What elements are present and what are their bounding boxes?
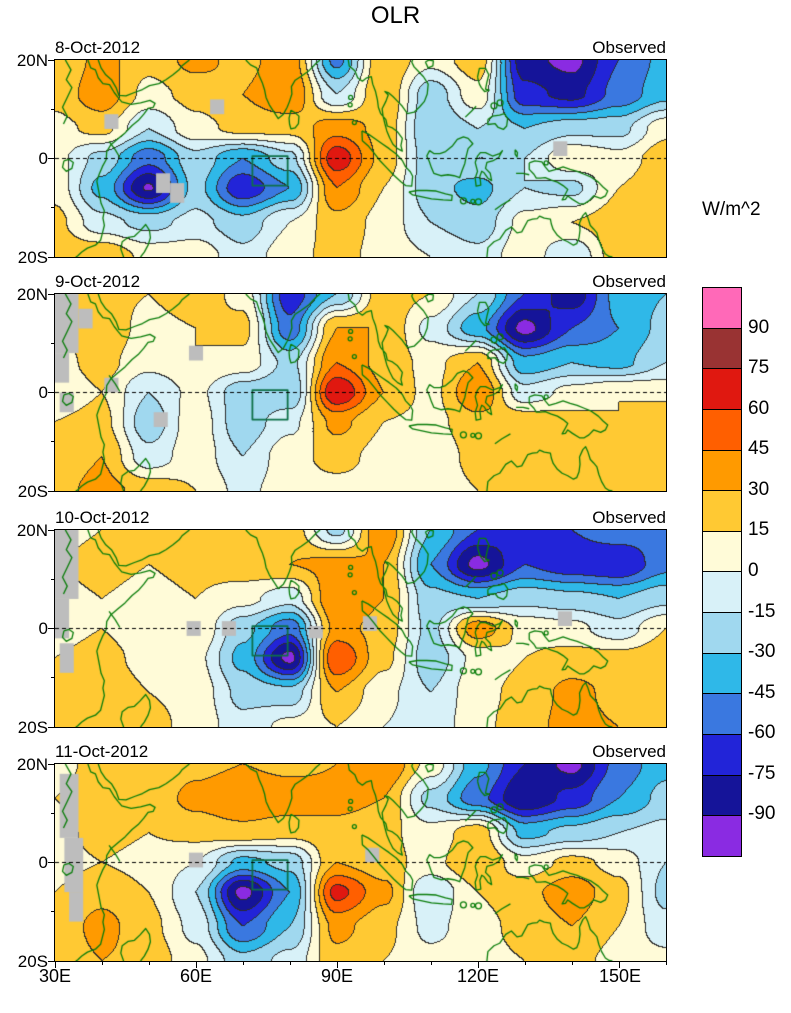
- x-axis-tick-label: 90E: [320, 966, 354, 986]
- colorbar-units-label: W/m^2: [702, 199, 761, 220]
- y-axis-tick-label: 20N: [16, 51, 48, 70]
- colorbar-tick-label: 75: [748, 357, 770, 379]
- axis-tick: [51, 578, 55, 580]
- panel-map-canvas: [54, 59, 667, 258]
- axis-tick: [524, 961, 526, 965]
- axis-tick: [48, 862, 55, 863]
- colorbar-tick-label: -30: [748, 641, 776, 663]
- axis-tick: [51, 108, 55, 110]
- axis-tick: [51, 812, 55, 814]
- x-axis-tick-label: 150E: [598, 966, 642, 986]
- colorbar-tick-label: 15: [748, 519, 770, 541]
- axis-tick: [383, 961, 385, 965]
- axis-tick: [54, 961, 56, 968]
- axis-tick: [618, 961, 620, 968]
- colorbar-cell: [703, 328, 741, 370]
- colorbar-cell: [703, 735, 741, 776]
- colorbar-cell: [703, 816, 741, 856]
- colorbar-tick-label: -75: [748, 762, 776, 784]
- colorbar-tick-label: 30: [748, 478, 770, 500]
- colorbar-tick-label: 90: [748, 316, 770, 338]
- axis-tick: [48, 158, 55, 159]
- panel-source-label: Observed: [592, 508, 666, 527]
- axis-tick: [48, 960, 55, 962]
- y-axis-tick-label: 20S: [17, 482, 48, 501]
- x-axis-tick-label: 60E: [179, 966, 213, 986]
- axis-tick: [48, 59, 55, 61]
- axis-tick: [195, 961, 197, 968]
- axis-tick: [48, 490, 55, 492]
- figure-title: OLR: [370, 2, 421, 29]
- colorbar: [702, 287, 742, 857]
- x-axis-tick-label: 30E: [38, 966, 72, 986]
- axis-tick: [571, 961, 573, 965]
- panel-date-label: 11-Oct-2012: [55, 742, 149, 761]
- panel-source-label: Observed: [592, 38, 666, 57]
- axis-tick: [51, 441, 55, 443]
- axis-tick: [665, 961, 667, 965]
- axis-tick: [289, 961, 291, 965]
- panel-map-canvas: [54, 763, 667, 962]
- axis-tick: [48, 726, 55, 728]
- axis-tick: [148, 961, 150, 965]
- colorbar-tick-label: -90: [748, 803, 776, 825]
- axis-tick: [336, 961, 338, 968]
- axis-tick: [51, 677, 55, 679]
- y-axis-tick-label: 0: [38, 619, 48, 638]
- colorbar-tick-label: 0: [748, 560, 759, 581]
- panel-source-label: Observed: [592, 272, 666, 291]
- panel-date-label: 10-Oct-2012: [55, 508, 150, 527]
- colorbar-cell: [703, 450, 741, 492]
- panel-source-label: Observed: [592, 742, 666, 761]
- colorbar-cell: [703, 409, 741, 451]
- axis-tick: [477, 961, 479, 968]
- axis-tick: [48, 293, 55, 295]
- colorbar-cell: [703, 775, 741, 817]
- axis-tick: [51, 207, 55, 209]
- axis-tick: [48, 628, 55, 629]
- colorbar-cell: [703, 653, 741, 695]
- panel-date-label: 8-Oct-2012: [55, 38, 141, 57]
- colorbar-tick-label: -15: [748, 600, 776, 622]
- y-axis-tick-label: 0: [38, 149, 48, 168]
- colorbar-cell: [703, 531, 741, 573]
- colorbar-tick-label: 60: [748, 397, 770, 419]
- colorbar-tick-label: -45: [748, 681, 776, 703]
- y-axis-tick-label: 20S: [17, 248, 48, 267]
- x-axis-tick-label: 120E: [456, 966, 500, 986]
- colorbar-cell: [703, 491, 741, 532]
- y-axis-tick-label: 20S: [17, 952, 48, 971]
- colorbar-cell: [703, 694, 741, 736]
- colorbar-tick-label: -60: [748, 722, 776, 744]
- axis-tick: [242, 961, 244, 965]
- colorbar-cell: [703, 288, 741, 329]
- axis-tick: [51, 911, 55, 913]
- panel-map-canvas: [54, 529, 667, 728]
- colorbar-tick-label: 45: [748, 438, 770, 460]
- y-axis-tick-label: 20N: [16, 755, 48, 774]
- panel-date-label: 9-Oct-2012: [55, 272, 141, 291]
- y-axis-tick-label: 20S: [17, 718, 48, 737]
- y-axis-tick-label: 20N: [16, 521, 48, 540]
- axis-tick: [48, 256, 55, 258]
- panel-map-canvas: [54, 293, 667, 492]
- axis-tick: [48, 763, 55, 765]
- colorbar-cell: [703, 369, 741, 410]
- colorbar-cell: [703, 613, 741, 654]
- colorbar-cell: [703, 572, 741, 614]
- y-axis-tick-label: 20N: [16, 285, 48, 304]
- axis-tick: [430, 961, 432, 965]
- y-axis-tick-label: 0: [38, 853, 48, 872]
- axis-tick: [101, 961, 103, 965]
- y-axis-tick-label: 0: [38, 383, 48, 402]
- axis-tick: [48, 529, 55, 531]
- axis-tick: [51, 342, 55, 344]
- axis-tick: [48, 392, 55, 393]
